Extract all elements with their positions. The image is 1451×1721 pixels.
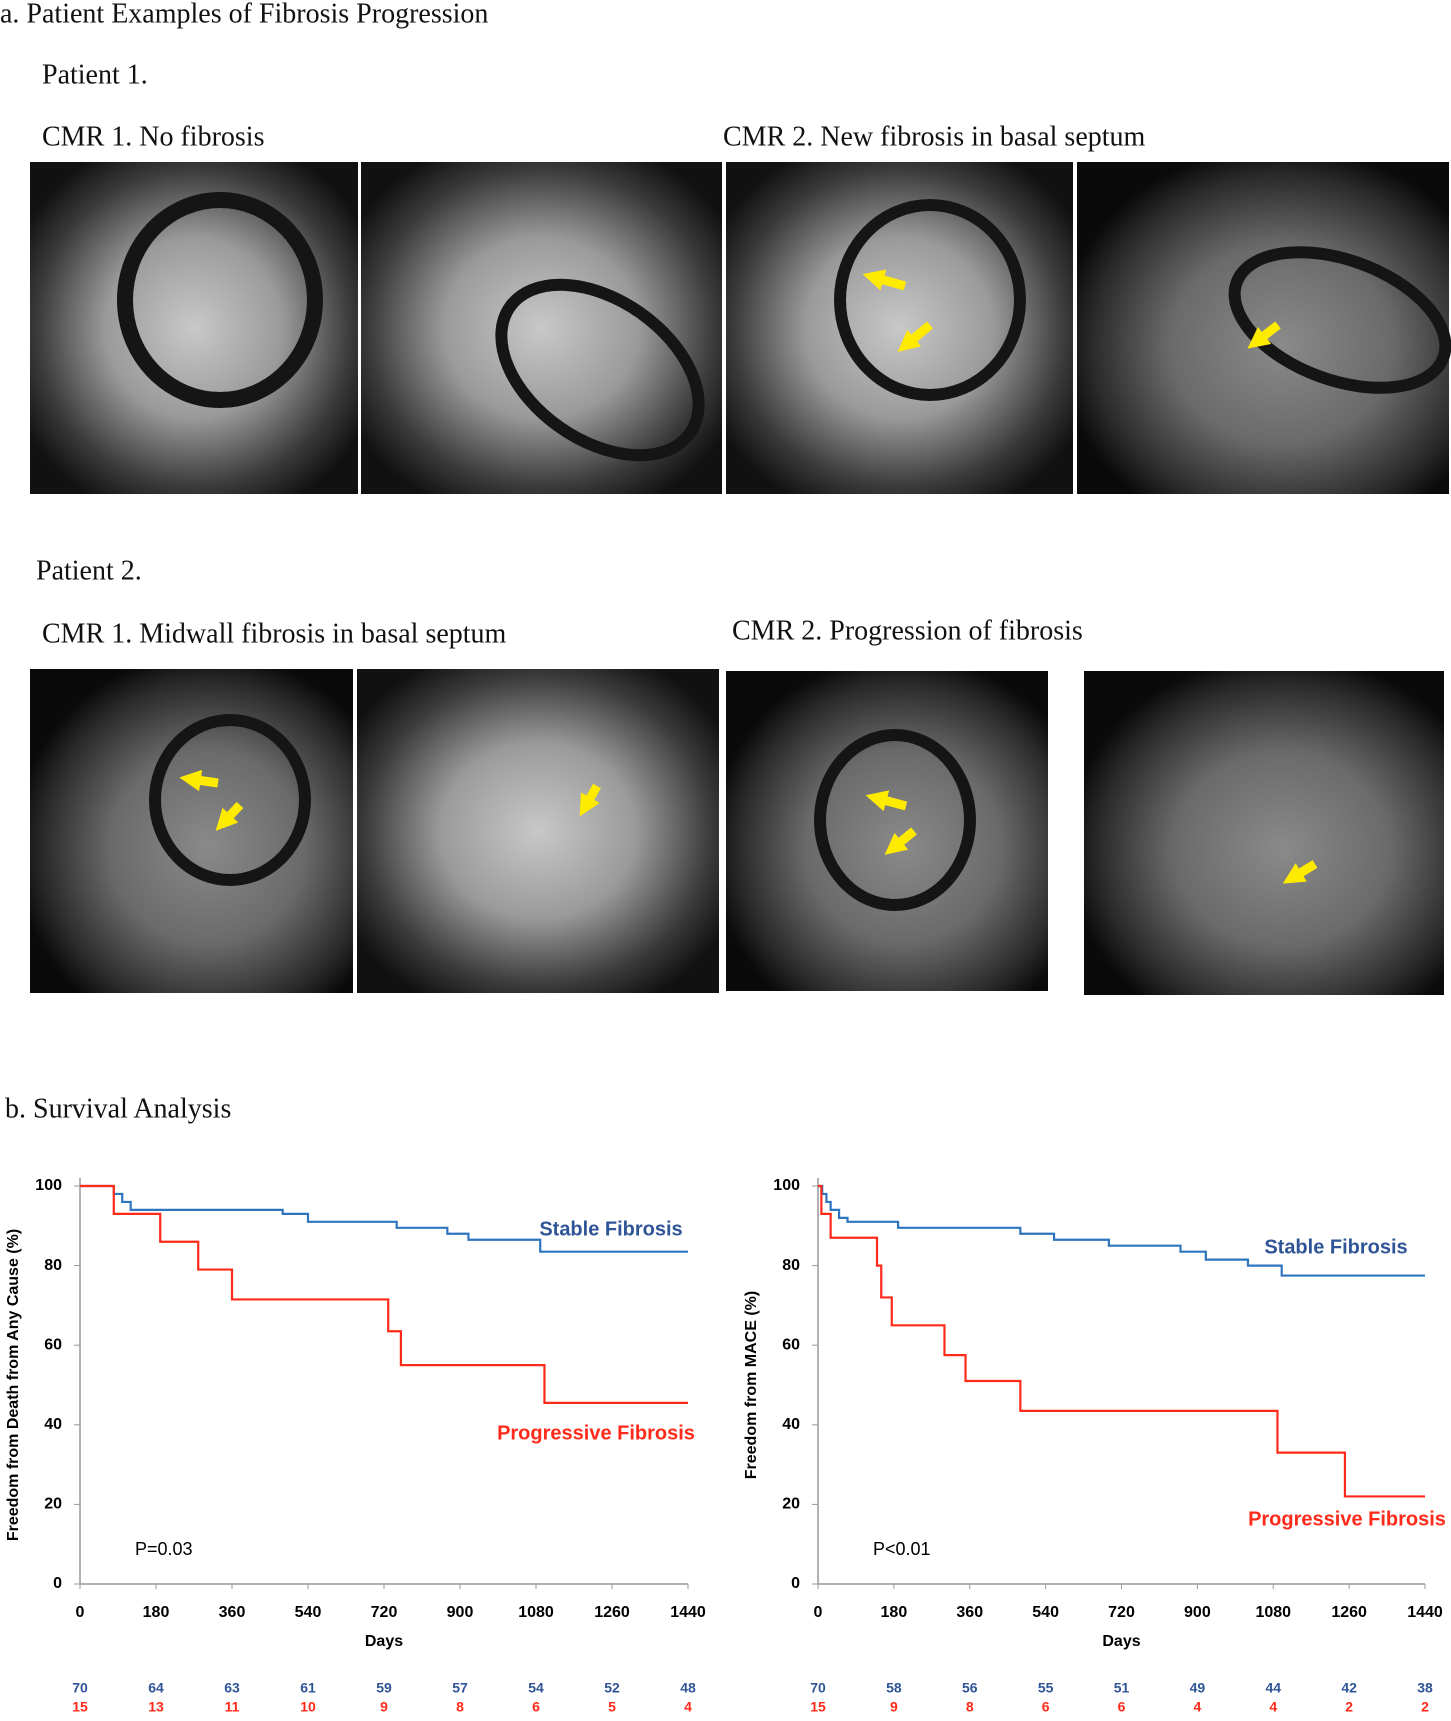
x-tick-label: 1440: [1407, 1604, 1443, 1621]
number-at-risk: 48: [680, 1680, 696, 1696]
x-tick-label: 720: [1108, 1604, 1135, 1621]
y-tick-label: 40: [782, 1416, 800, 1433]
x-tick-label: 720: [371, 1604, 398, 1621]
image-caption: CMR 1. Midwall fibrosis in basal septum: [42, 618, 507, 649]
series-label: Progressive Fibrosis: [497, 1422, 695, 1444]
patient-label: Patient 2.: [36, 555, 142, 586]
number-at-risk: 42: [1341, 1680, 1357, 1696]
number-at-risk: 10: [300, 1699, 316, 1715]
number-at-risk: 54: [528, 1680, 544, 1696]
x-tick-label: 360: [956, 1604, 983, 1621]
number-at-risk: 61: [300, 1680, 316, 1696]
y-tick-label: 20: [782, 1496, 800, 1513]
number-at-risk: 5: [608, 1699, 616, 1715]
image-caption: CMR 1. No fibrosis: [42, 121, 264, 152]
x-axis-label: Days: [365, 1633, 403, 1650]
x-tick-label: 540: [1032, 1604, 1059, 1621]
number-at-risk: 6: [532, 1699, 540, 1715]
number-at-risk: 6: [1118, 1699, 1126, 1715]
number-at-risk: 8: [966, 1699, 974, 1715]
number-at-risk: 56: [962, 1680, 978, 1696]
number-at-risk: 15: [810, 1699, 826, 1715]
number-at-risk: 70: [810, 1680, 826, 1696]
number-at-risk: 49: [1190, 1680, 1206, 1696]
number-at-risk: 4: [684, 1699, 692, 1715]
survival-curve: [818, 1184, 1425, 1277]
x-tick-label: 360: [219, 1604, 246, 1621]
y-tick-label: 60: [782, 1336, 800, 1353]
series-label: Stable Fibrosis: [1264, 1236, 1407, 1258]
number-at-risk: 64: [148, 1680, 164, 1696]
p-value: P<0.01: [873, 1539, 931, 1559]
number-at-risk: 38: [1417, 1680, 1433, 1696]
x-tick-label: 1260: [1331, 1604, 1367, 1621]
p-value: P=0.03: [135, 1539, 193, 1559]
survival-curve: [80, 1184, 688, 1253]
number-at-risk: 4: [1193, 1699, 1201, 1715]
panel-title: b. Survival Analysis: [5, 1093, 231, 1124]
patient-label: Patient 1.: [42, 59, 148, 90]
y-axis-label: Freedom from MACE (%): [743, 1291, 760, 1479]
x-tick-label: 180: [881, 1604, 908, 1621]
x-tick-label: 1080: [518, 1604, 554, 1621]
number-at-risk: 11: [225, 1699, 240, 1715]
number-at-risk: 55: [1038, 1680, 1054, 1696]
survival-curve: [818, 1184, 1425, 1498]
y-tick-label: 60: [44, 1336, 62, 1353]
number-at-risk: 70: [72, 1680, 88, 1696]
number-at-risk: 59: [376, 1680, 392, 1696]
y-tick-label: 80: [782, 1257, 800, 1274]
x-tick-label: 540: [295, 1604, 322, 1621]
x-tick-label: 0: [76, 1604, 85, 1621]
number-at-risk: 9: [890, 1699, 898, 1715]
number-at-risk: 63: [224, 1680, 240, 1696]
number-at-risk: 4: [1269, 1699, 1277, 1715]
y-axis-label: Freedom from Death from Any Cause (%): [5, 1229, 22, 1541]
x-tick-label: 0: [814, 1604, 823, 1621]
number-at-risk: 9: [380, 1699, 388, 1715]
survival-curve: [80, 1184, 688, 1405]
number-at-risk: 15: [72, 1699, 88, 1715]
number-at-risk: 57: [452, 1680, 468, 1696]
panel-title: a. Patient Examples of Fibrosis Progress…: [0, 0, 488, 29]
mri-images: [30, 162, 1451, 995]
y-tick-label: 40: [44, 1416, 62, 1433]
number-at-risk: 44: [1265, 1680, 1281, 1696]
x-tick-label: 1440: [670, 1604, 706, 1621]
series-label: Progressive Fibrosis: [1248, 1508, 1446, 1530]
number-at-risk: 13: [148, 1699, 164, 1715]
y-tick-label: 0: [791, 1575, 800, 1592]
y-tick-label: 0: [53, 1575, 62, 1592]
number-at-risk: 51: [1114, 1680, 1130, 1696]
image-caption: CMR 2. Progression of fibrosis: [732, 615, 1083, 646]
number-at-risk: 52: [604, 1680, 620, 1696]
x-tick-label: 1260: [594, 1604, 630, 1621]
number-at-risk: 8: [456, 1699, 464, 1715]
x-tick-label: 900: [1184, 1604, 1211, 1621]
y-tick-label: 100: [35, 1177, 62, 1194]
y-tick-label: 80: [44, 1257, 62, 1274]
number-at-risk: 2: [1421, 1699, 1429, 1715]
series-label: Stable Fibrosis: [539, 1218, 682, 1240]
number-at-risk: 6: [1042, 1699, 1050, 1715]
number-at-risk: 2: [1345, 1699, 1353, 1715]
x-tick-label: 180: [143, 1604, 170, 1621]
x-tick-label: 900: [447, 1604, 474, 1621]
x-tick-label: 1080: [1255, 1604, 1291, 1621]
y-tick-label: 20: [44, 1496, 62, 1513]
image-caption: CMR 2. New fibrosis in basal septum: [723, 121, 1146, 152]
y-tick-label: 100: [773, 1177, 800, 1194]
number-at-risk: 58: [886, 1680, 902, 1696]
x-axis-label: Days: [1102, 1633, 1140, 1650]
